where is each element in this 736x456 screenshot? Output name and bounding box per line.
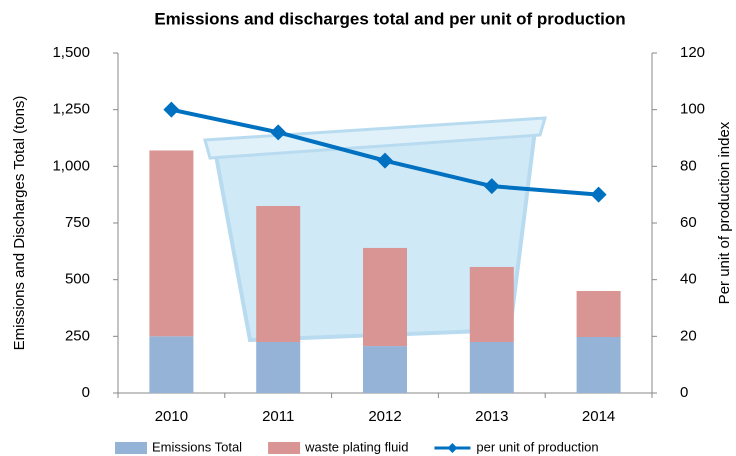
y-tick-label: 500 xyxy=(65,271,90,288)
legend-swatch xyxy=(115,442,147,454)
y-axis-title: Emissions and Discharges Total (tons) xyxy=(11,96,28,351)
x-tick-label: 2011 xyxy=(262,408,294,425)
legend-swatch-marker xyxy=(447,443,457,453)
y-tick-label: 750 xyxy=(65,214,90,231)
y2-tick-label: 120 xyxy=(680,44,705,61)
bar xyxy=(470,342,514,393)
y2-tick-label: 80 xyxy=(680,157,697,174)
y2-tick-label: 40 xyxy=(680,271,697,288)
y2-tick-label: 100 xyxy=(680,101,705,118)
bar xyxy=(363,346,407,393)
bar xyxy=(256,342,300,393)
legend-label: per unit of production xyxy=(476,439,598,454)
y-tick-label: 250 xyxy=(65,327,90,344)
y-tick-label: 1,250 xyxy=(52,101,90,118)
bar xyxy=(363,248,407,346)
bar xyxy=(149,150,193,336)
y-tick-label: 1,000 xyxy=(52,157,90,174)
bar xyxy=(470,267,514,342)
chart-title: Emissions and discharges total and per u… xyxy=(154,9,625,28)
y-tick-label: 1,500 xyxy=(52,44,90,61)
legend: Emissions Total waste plating fluid per un… xyxy=(115,439,599,454)
legend-swatch xyxy=(268,442,300,454)
y2-axis-title: Per unit of production index xyxy=(716,121,733,304)
bar xyxy=(577,291,621,337)
chart: Emissions and discharges total and per u… xyxy=(0,0,736,456)
y-tick-label: 0 xyxy=(82,384,90,401)
y2-tick-label: 60 xyxy=(680,214,697,231)
legend-label: Emissions Total xyxy=(152,439,242,454)
x-tick-label: 2013 xyxy=(475,408,508,425)
bar xyxy=(149,336,193,393)
y2-tick-label: 20 xyxy=(680,327,697,344)
x-tick-label: 2012 xyxy=(368,408,401,425)
bar xyxy=(577,337,621,393)
x-tick-label: 2010 xyxy=(155,408,188,425)
line-marker xyxy=(163,102,179,118)
y2-tick-label: 0 xyxy=(680,384,688,401)
line-marker xyxy=(591,187,607,203)
x-tick-label: 2014 xyxy=(582,408,615,425)
legend-label: waste plating fluid xyxy=(304,439,408,454)
bar xyxy=(256,206,300,342)
